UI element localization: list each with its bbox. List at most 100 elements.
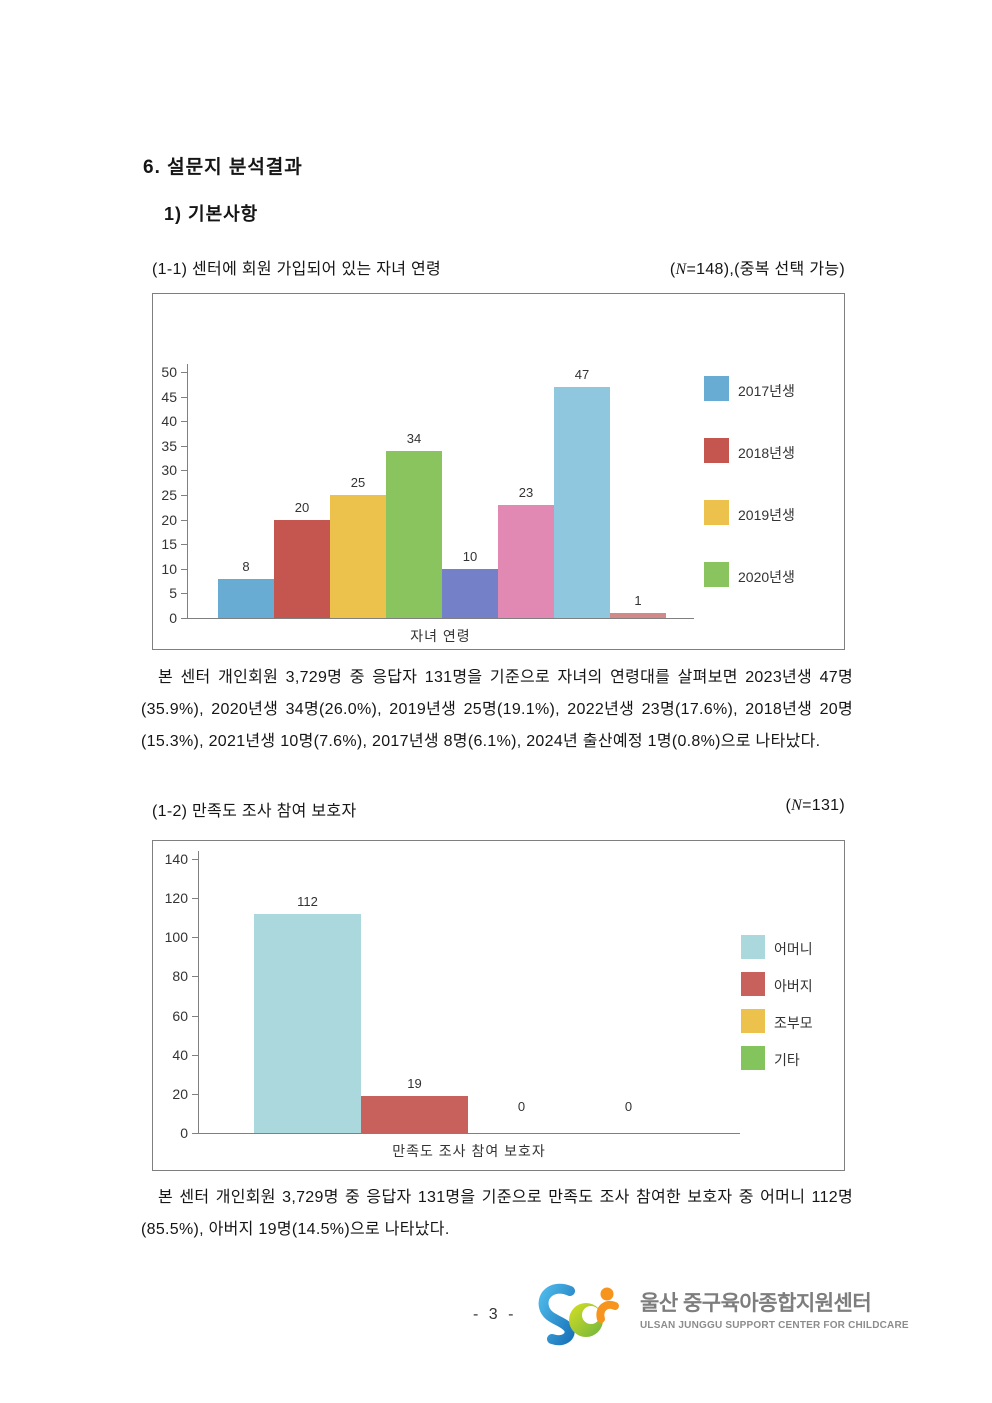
y-tick-label: 60	[172, 1007, 188, 1024]
legend-label-2019년생: 2019년생	[738, 506, 795, 523]
y-tick	[181, 470, 187, 472]
y-tick-label: 45	[161, 388, 177, 405]
bar-value-2023년생: 47	[574, 366, 590, 382]
chart-child-birth-year-plot: 0 5 10 15 20 25 30 35 40 45 50 8 20 25 34 10 23 47 1 자녀 연령 2…	[153, 294, 844, 649]
y-tick	[181, 495, 187, 496]
bar-2018년생	[274, 519, 330, 618]
y-tick-label: 25	[161, 487, 177, 503]
x-axis-label: 만족도 조사 참여 보호자	[392, 1143, 546, 1159]
y-tick-label: 0	[180, 1125, 188, 1141]
bar-2019년생	[330, 495, 386, 618]
legend-swatch-2018년생	[704, 438, 729, 463]
logo-english-name: ULSAN JUNGGU SUPPORT CENTER FOR CHILDCAR…	[640, 1320, 909, 1331]
y-tick-label: 120	[164, 890, 188, 907]
bar-2024년 출산예정	[610, 613, 666, 618]
y-tick	[192, 1015, 198, 1017]
legend-swatch-2019년생	[704, 500, 729, 525]
y-tick	[192, 859, 198, 860]
bar-value-2024년 출산예정: 1	[634, 593, 642, 609]
y-tick-label: 10	[161, 560, 177, 577]
legend-item-기타: 기타	[741, 1046, 881, 1070]
x-axis	[187, 618, 694, 619]
bar-어머니	[254, 913, 361, 1133]
legend-swatch-2020년생	[704, 562, 729, 587]
legend-label-기타: 기타	[774, 1052, 800, 1068]
question-1-1-sample-note: (N=148),(중복 선택 가능)	[669, 261, 845, 278]
legend-swatch-어머니	[741, 935, 765, 959]
y-tick	[181, 372, 187, 373]
y-tick-label: 15	[161, 536, 177, 553]
logo-korean-name: 울산 중구육아종합지원센터	[640, 1292, 872, 1315]
legend-item-2017년생: 2017년생	[704, 376, 844, 401]
bar-아버지	[361, 1095, 468, 1133]
bar-value-2019년생: 25	[350, 475, 366, 490]
legend-label-2018년생: 2018년생	[738, 444, 795, 461]
bar-value-조부모: 0	[517, 1099, 526, 1114]
y-tick-label: 30	[161, 462, 177, 479]
y-tick	[181, 396, 187, 398]
y-tick-label: 50	[161, 364, 177, 380]
chart-child-birth-year: 0 5 10 15 20 25 30 35 40 45 50 8 20 25 34 10 23 47 1 자녀 연령 2…	[152, 293, 845, 650]
y-tick	[192, 1054, 198, 1056]
y-tick	[192, 1133, 198, 1134]
y-tick	[181, 519, 187, 521]
x-axis-label: 자녀 연령	[410, 628, 471, 644]
legend-swatch-기타	[741, 1046, 765, 1070]
bar-value-2017년생: 8	[242, 558, 250, 574]
question-1-2-row: (1-2) 만족도 조사 참여 보호자 (N=131)	[152, 797, 845, 821]
y-tick	[192, 1093, 198, 1095]
bar-value-2020년생: 34	[406, 430, 422, 446]
y-tick	[181, 445, 187, 447]
bar-2020년생	[386, 450, 442, 618]
legend-item-조부모: 조부모	[741, 1009, 881, 1033]
y-tick-label: 35	[161, 437, 177, 454]
y-tick-label: 20	[172, 1085, 188, 1102]
bar-value-2018년생: 20	[294, 499, 310, 515]
legend-item-2018년생: 2018년생	[704, 438, 844, 463]
bar-value-기타: 0	[624, 1099, 633, 1114]
question-1-2-sample-note: (N=131)	[785, 797, 845, 814]
document-subtitle: 1) 기본사항	[164, 204, 259, 224]
y-tick	[181, 544, 187, 546]
legend-label-아버지: 아버지	[774, 978, 813, 994]
question-1-2-heading: (1-2) 만족도 조사 참여 보호자	[152, 803, 357, 820]
y-tick-label: 40	[161, 413, 177, 430]
legend-item-2019년생: 2019년생	[704, 500, 844, 525]
legend-swatch-2017년생	[704, 376, 729, 401]
y-tick-label: 100	[164, 929, 188, 946]
bar-2021년생	[442, 568, 498, 618]
y-tick	[192, 937, 198, 939]
legend-label-어머니: 어머니	[774, 941, 813, 957]
bar-value-어머니: 112	[297, 893, 318, 909]
chart-guardian-type: 0 20 40 60 80 100 120 140 112 19 0 0 만족도 조사 참여 보호자 어머…	[152, 840, 845, 1171]
center-logo-text: 울산 중구육아종합지원센터 ULSAN JUNGGU SUPPORT CENTE…	[640, 1287, 909, 1331]
y-tick	[192, 898, 198, 900]
x-axis	[198, 1133, 740, 1134]
y-tick	[181, 421, 187, 423]
y-tick-label: 5	[169, 585, 177, 602]
bar-2017년생	[218, 578, 274, 618]
y-tick-label: 20	[161, 511, 177, 528]
y-axis	[198, 851, 199, 1133]
center-logo-icon	[538, 1283, 619, 1346]
legend-swatch-조부모	[741, 1009, 765, 1033]
legend-label-2017년생: 2017년생	[738, 382, 795, 399]
legend-item-아버지: 아버지	[741, 972, 881, 996]
y-tick-label: 40	[172, 1046, 188, 1063]
question-1-1-row: (1-1) 센터에 회원 가입되어 있는 자녀 연령 (N=148),(중복 선…	[152, 255, 845, 279]
y-tick	[181, 568, 187, 570]
legend-swatch-아버지	[741, 972, 765, 996]
y-tick	[181, 593, 187, 595]
question-1-1-heading: (1-1) 센터에 회원 가입되어 있는 자녀 연령	[152, 261, 442, 278]
analysis-paragraph-1: 본 센터 개인회원 3,729명 중 응답자 131명을 기준으로 자녀의 연령…	[141, 669, 853, 750]
y-tick-label: 140	[164, 851, 188, 867]
y-axis	[187, 364, 188, 618]
legend-item-2020년생: 2020년생	[704, 562, 844, 587]
bar-2022년생	[498, 504, 554, 618]
y-tick-label: 80	[172, 968, 188, 985]
legend-item-어머니: 어머니	[741, 935, 881, 959]
bar-value-2021년생: 10	[462, 548, 478, 564]
page-number: - 3 -	[473, 1306, 517, 1323]
legend-label-조부모: 조부모	[774, 1015, 813, 1031]
